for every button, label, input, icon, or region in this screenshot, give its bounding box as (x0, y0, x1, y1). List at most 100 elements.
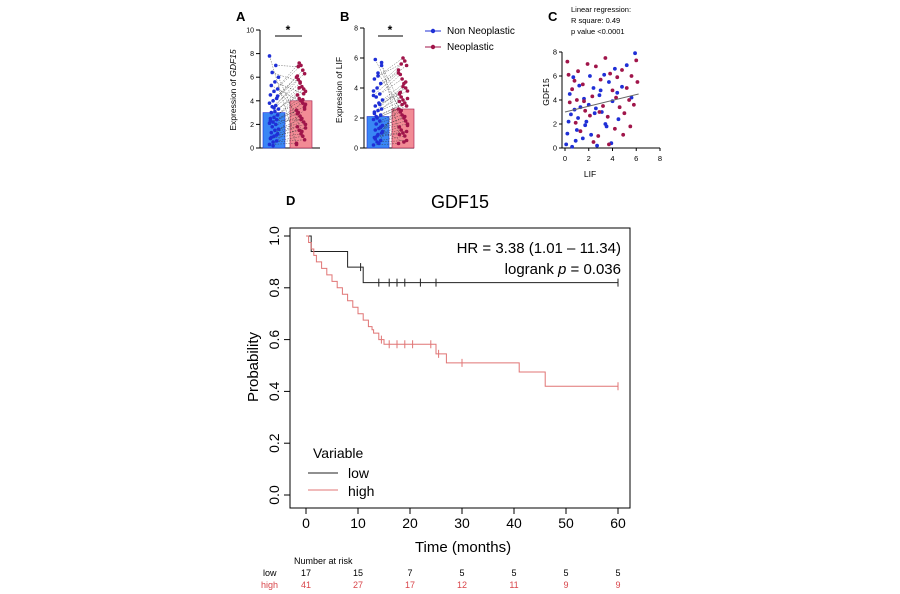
c-point-neoplastic (607, 142, 611, 147)
a-point-neoplastic (296, 64, 301, 69)
a-pair-line (276, 136, 303, 142)
risk-count-high: 41 (301, 580, 311, 590)
a-pair-line (277, 126, 298, 135)
a-point-non-neoplastic (269, 130, 274, 135)
a-ytick-label-4: 4 (250, 98, 254, 105)
d-ytick-label-0.2: 0.2 (266, 433, 282, 453)
c-point-neoplastic (629, 74, 634, 78)
c-ytick-label-8: 8 (553, 48, 557, 57)
a-point-non-neoplastic (274, 117, 279, 122)
b-pair-line (377, 96, 402, 111)
a-pair-line (271, 124, 306, 133)
a-point-neoplastic (295, 74, 300, 78)
b-point-non-neoplastic (377, 141, 381, 146)
panel-a-ylabel: Expression of GDF15 (228, 49, 238, 131)
a-point-neoplastic (299, 117, 303, 122)
panel-b-ylabel: Expression of LIF (334, 57, 344, 123)
km-curve-low (306, 235, 618, 284)
panel-c-annotation-line-1: Linear regression: (571, 5, 631, 14)
a-pair-line (273, 62, 300, 92)
b-point-non-neoplastic (378, 125, 383, 129)
c-point-neoplastic (620, 68, 624, 72)
c-point-non-neoplastic (589, 132, 594, 137)
b-point-non-neoplastic (375, 134, 379, 138)
c-point-neoplastic (567, 100, 572, 105)
a-ytick-label-10: 10 (246, 28, 254, 35)
b-point-neoplastic (400, 102, 404, 107)
d-ytick-label-0.4: 0.4 (266, 381, 282, 401)
b-point-neoplastic (400, 77, 404, 81)
risk-table: Number at risk low high 17 15 7 5 5 5 541 27 17 1… (261, 556, 621, 590)
b-point-non-neoplastic (378, 92, 382, 96)
c-point-neoplastic (621, 132, 626, 137)
b-point-neoplastic (402, 140, 406, 144)
risk-count-low: 5 (459, 568, 464, 578)
a-point-non-neoplastic (271, 143, 275, 148)
b-point-non-neoplastic (375, 86, 379, 90)
b-point-non-neoplastic (372, 77, 377, 81)
b-ytick-label-4: 4 (354, 86, 358, 93)
a-point-non-neoplastic (270, 70, 275, 75)
panel-d-plot-frame (289, 227, 631, 509)
a-point-neoplastic (294, 108, 299, 113)
legend-title: Variable (313, 445, 364, 461)
b-pair-line (374, 86, 404, 113)
b-point-neoplastic (404, 63, 409, 68)
a-point-neoplastic (301, 120, 306, 124)
a-pair-line (269, 55, 297, 145)
b-point-non-neoplastic (379, 60, 384, 65)
b-pair-line (375, 59, 408, 126)
c-point-non-neoplastic (565, 131, 570, 136)
a-point-neoplastic (297, 86, 302, 90)
b-ytick-label-8: 8 (354, 26, 358, 33)
panel-a-bar-neoplastic (289, 100, 313, 149)
c-point-neoplastic (574, 98, 579, 102)
panel-d-logrank-text: logrank p = 0.036 (505, 261, 621, 278)
c-point-non-neoplastic (583, 123, 588, 128)
d-ytick-label-0.6: 0.6 (266, 330, 282, 350)
legend-neoplastic-label: Neoplastic (447, 42, 494, 53)
c-xtick-label-4: 4 (610, 154, 614, 163)
legend-high-label: high (348, 483, 374, 499)
c-point-neoplastic (578, 129, 583, 134)
a-point-non-neoplastic (273, 109, 277, 114)
a-point-neoplastic (294, 142, 299, 147)
c-point-neoplastic (615, 75, 620, 80)
c-point-neoplastic (634, 58, 639, 63)
c-point-neoplastic (570, 87, 575, 92)
a-pair-line (275, 79, 299, 106)
c-point-non-neoplastic (573, 138, 578, 143)
panel-d-hr-text: HR = 3.38 (1.01 – 11.34) (457, 240, 621, 257)
b-pair-line (377, 140, 407, 143)
a-pair-line (276, 99, 303, 136)
b-point-neoplastic (405, 123, 410, 128)
panel-c-regression-line (564, 93, 639, 113)
c-ytick-label-6: 6 (553, 72, 557, 81)
a-point-neoplastic (301, 97, 305, 102)
d-ytick-label-0.8: 0.8 (266, 278, 282, 298)
b-ytick-label-0: 0 (354, 146, 358, 153)
risk-count-high: 9 (615, 580, 620, 590)
b-pair-line (382, 83, 405, 101)
c-point-non-neoplastic (570, 144, 575, 149)
c-point-non-neoplastic (607, 80, 611, 84)
a-pair-line (269, 143, 297, 145)
b-point-non-neoplastic (374, 95, 379, 99)
b-point-non-neoplastic (373, 104, 378, 108)
risk-count-high: 9 (563, 580, 568, 590)
b-point-non-neoplastic (374, 114, 379, 119)
logrank-p: p (557, 261, 566, 278)
c-point-non-neoplastic (615, 90, 620, 95)
b-pair-line (376, 114, 403, 125)
b-point-non-neoplastic (378, 113, 383, 117)
c-point-neoplastic (635, 80, 640, 84)
b-point-neoplastic (396, 68, 401, 72)
b-point-neoplastic (403, 119, 408, 123)
c-point-neoplastic (582, 99, 586, 104)
a-pair-line (276, 69, 303, 99)
b-point-non-neoplastic (379, 63, 384, 68)
b-ytick-label-2: 2 (354, 116, 358, 123)
panel-d-legend: Variable low high (308, 445, 374, 499)
panel-a: A Expression of GDF15 0 2 4 6 8 10 * (228, 9, 320, 153)
a-pair-line (270, 65, 302, 96)
